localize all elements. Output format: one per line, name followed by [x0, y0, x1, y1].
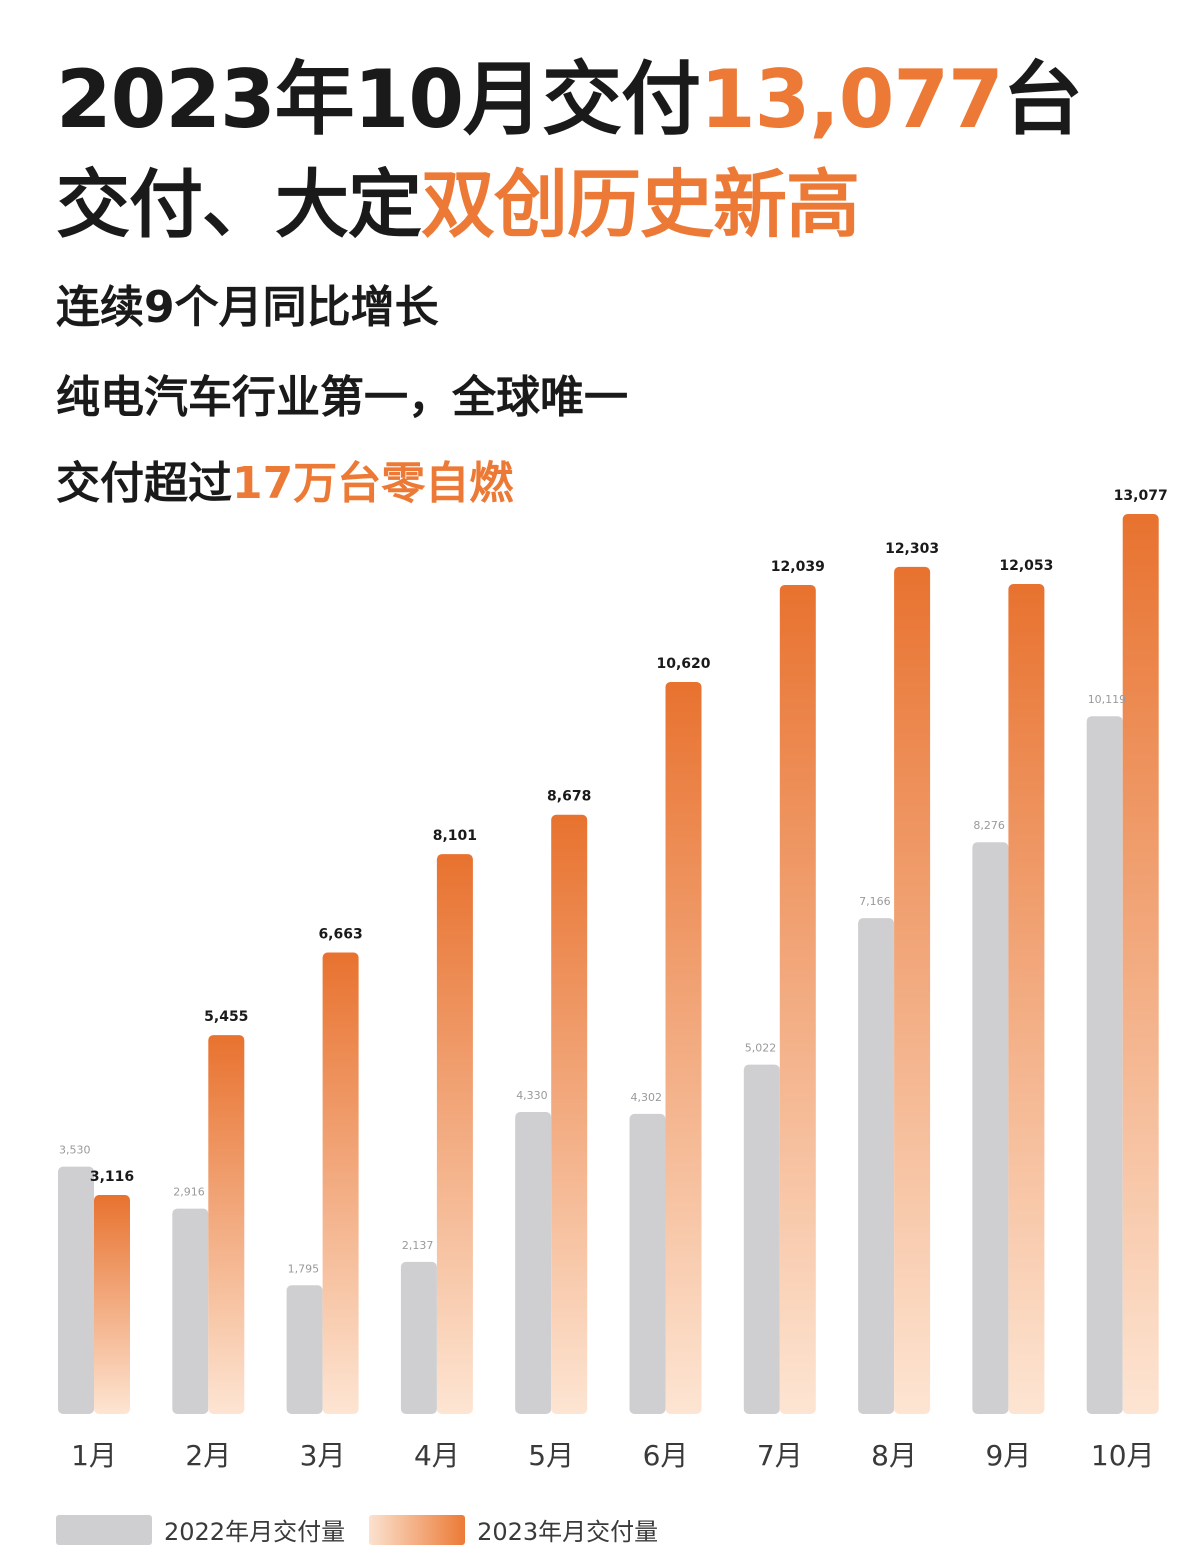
- legend-label-2022: 2022年月交付量: [164, 1518, 346, 1546]
- bar-2023-5: [551, 814, 588, 1414]
- month-label-4: 4月: [414, 1439, 460, 1472]
- delivery-bar-chart: 3,530 3,116 2,916 5,455 1,795 6,663 2,137 8,101…: [58, 488, 1168, 1472]
- bar-2023-2: [208, 1035, 245, 1414]
- month-label-9: 9月: [985, 1439, 1031, 1472]
- bar-2023-3: [322, 952, 359, 1414]
- chart-legend: 2022年月交付量 2023年月交付量: [56, 1512, 682, 1547]
- value-label-2022-2: 2,916: [173, 1186, 205, 1199]
- headline-date-text: 2023年10月交付: [56, 53, 701, 146]
- value-label-2023-10: 13,077: [1114, 488, 1168, 504]
- value-label-2023-4: 8,101: [433, 828, 477, 844]
- value-label-2022-3: 1,795: [288, 1262, 320, 1275]
- value-labels-layer: 3,530 3,116 2,916 5,455 1,795 6,663 2,137 8,101…: [59, 488, 1168, 1275]
- subtitle-line-3: 交付超过17万台零自燃: [56, 456, 513, 512]
- bar-2023-9: [1008, 584, 1045, 1414]
- headline-line-2: 交付、大定双创历史新高: [56, 160, 860, 250]
- bar-2022-1: [58, 1166, 94, 1414]
- month-label-3: 3月: [300, 1439, 346, 1472]
- bar-2023-7: [779, 584, 816, 1414]
- bar-2022-5: [515, 1111, 552, 1414]
- value-label-2023-6: 10,620: [656, 656, 710, 672]
- value-label-2022-1: 3,530: [59, 1144, 91, 1157]
- value-label-2022-5: 4,330: [516, 1089, 548, 1102]
- value-label-2022-9: 8,276: [973, 819, 1005, 832]
- legend-item-2023: 2023年月交付量: [369, 1512, 658, 1547]
- bar-2022-10: [1086, 716, 1123, 1414]
- subtitle-line-3-prefix: 交付超过: [56, 458, 232, 509]
- value-label-2022-6: 4,302: [631, 1091, 663, 1104]
- month-label-5: 5月: [528, 1439, 574, 1472]
- legend-item-2022: 2022年月交付量: [56, 1512, 345, 1547]
- value-label-2022-10: 10,119: [1088, 693, 1127, 706]
- headline-record-prefix: 交付、大定: [56, 162, 422, 248]
- bar-2023-10: [1122, 514, 1159, 1414]
- bar-2022-6: [629, 1113, 666, 1414]
- month-label-10: 10月: [1091, 1439, 1155, 1472]
- subtitle-line-1: 连续9个月同比增长: [56, 282, 439, 333]
- value-label-2022-7: 5,022: [745, 1042, 777, 1055]
- bars-layer: [58, 514, 1159, 1414]
- bar-2022-8: [858, 918, 895, 1414]
- value-label-2023-1: 3,116: [90, 1169, 134, 1185]
- headline-record-accent: 双创历史新高: [421, 162, 860, 248]
- value-label-2023-5: 8,678: [547, 789, 591, 805]
- month-labels-layer: 1月 2月 3月 4月 5月 6月 7月 8月 9月 10月: [71, 1439, 1154, 1472]
- month-label-6: 6月: [643, 1439, 689, 1472]
- value-label-2022-4: 2,137: [402, 1239, 434, 1252]
- bar-2022-2: [172, 1208, 209, 1414]
- month-label-8: 8月: [871, 1439, 917, 1472]
- legend-swatch-2022: [56, 1514, 152, 1545]
- month-label-7: 7月: [757, 1439, 803, 1472]
- bar-2023-1: [94, 1194, 130, 1414]
- bar-2022-7: [743, 1064, 780, 1414]
- value-label-2023-8: 12,303: [885, 541, 939, 557]
- value-label-2023-3: 6,663: [318, 926, 362, 942]
- headline-unit: 台: [1002, 53, 1083, 146]
- bar-2023-4: [436, 854, 473, 1414]
- legend-swatch-2023: [369, 1514, 466, 1545]
- legend-label-2023: 2023年月交付量: [477, 1518, 659, 1546]
- headline-delivery-number: 13,077: [699, 53, 1004, 146]
- month-label-1: 1月: [71, 1439, 117, 1472]
- value-label-2023-9: 12,053: [999, 558, 1053, 574]
- value-label-2023-2: 5,455: [204, 1009, 248, 1025]
- subtitle-line-2: 纯电汽车行业第一，全球唯一: [56, 372, 628, 423]
- bar-2022-3: [286, 1285, 323, 1414]
- value-label-2023-7: 12,039: [771, 559, 825, 575]
- headline-line-1: 2023年10月交付13,077台: [56, 52, 1083, 148]
- value-label-2022-8: 7,166: [859, 895, 891, 908]
- bar-2023-6: [665, 681, 702, 1414]
- subtitle-line-3-accent: 17万台零自燃: [232, 458, 514, 509]
- bar-2022-4: [400, 1261, 437, 1414]
- bar-2022-9: [972, 842, 1009, 1414]
- bar-2023-8: [894, 566, 931, 1414]
- month-label-2: 2月: [185, 1439, 231, 1472]
